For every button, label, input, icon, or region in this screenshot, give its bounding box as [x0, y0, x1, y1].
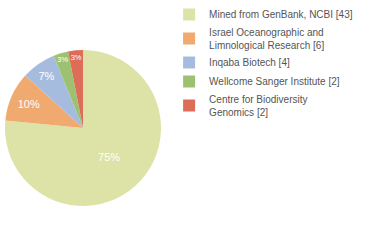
svg-text:3%: 3%	[71, 53, 82, 62]
svg-text:Israel Oceanographic andLimnol: Israel Oceanographic andLimnological Res…	[209, 27, 324, 51]
svg-text:Centre for BiodiversityGenomic: Centre for BiodiversityGenomics [2]	[209, 94, 307, 118]
svg-text:7%: 7%	[38, 70, 54, 82]
svg-text:Wellcome Sanger Institute [2]: Wellcome Sanger Institute [2]	[209, 76, 340, 87]
svg-text:75%: 75%	[98, 151, 120, 163]
svg-text:Inqaba Biotech [4]: Inqaba Biotech [4]	[209, 57, 290, 68]
svg-text:3%: 3%	[57, 55, 68, 64]
svg-text:Mined from GenBank, NCBI [43]: Mined from GenBank, NCBI [43]	[209, 9, 353, 20]
svg-text:10%: 10%	[18, 98, 40, 110]
